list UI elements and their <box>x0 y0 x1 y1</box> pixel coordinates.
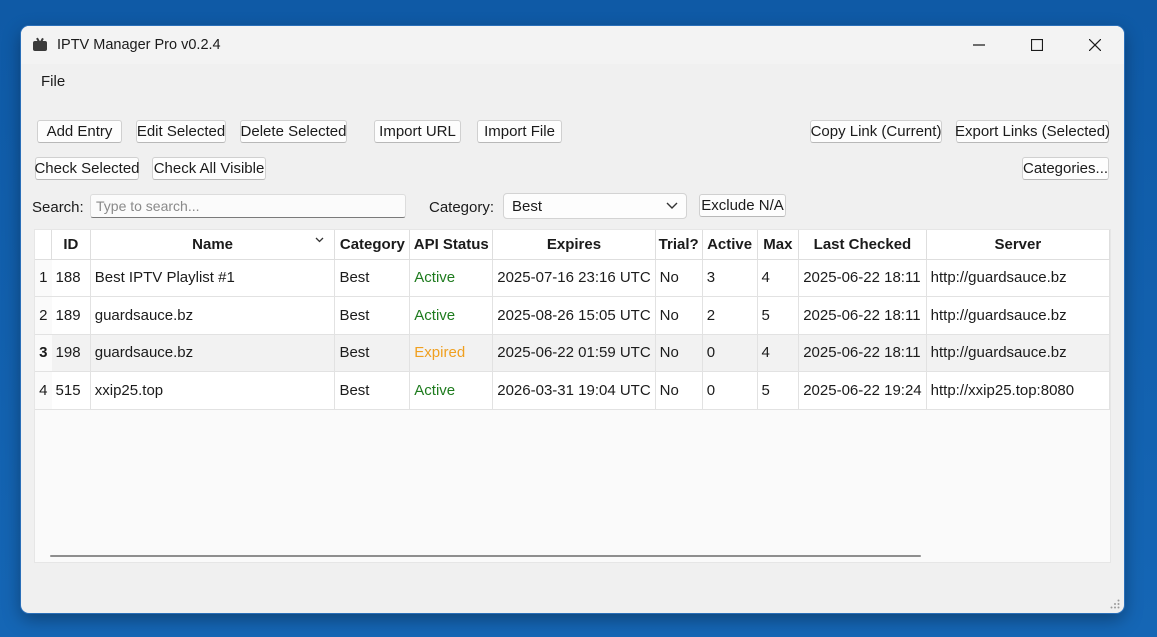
cell-api-status[interactable]: Active <box>409 296 494 335</box>
cell-active[interactable]: 0 <box>702 371 758 410</box>
cell-expires[interactable]: 2026-03-31 19:04 UTC <box>492 371 656 410</box>
cell-active[interactable]: 2 <box>702 296 758 335</box>
column-header-trial[interactable]: Trial? <box>655 230 703 260</box>
maximize-button[interactable] <box>1008 26 1066 64</box>
minimize-button[interactable] <box>950 26 1008 64</box>
cell-category[interactable]: Best <box>334 296 411 335</box>
cell-last-checked[interactable]: 2025-06-22 18:11 <box>798 334 927 372</box>
corner-cell[interactable] <box>35 230 53 260</box>
cell-api-status[interactable]: Active <box>409 259 494 297</box>
cell-category[interactable]: Best <box>334 371 411 410</box>
category-select[interactable]: Best <box>503 193 687 219</box>
cell-category[interactable]: Best <box>334 259 411 297</box>
cell-api-status[interactable]: Active <box>409 371 494 410</box>
row-number[interactable]: 4 <box>35 371 52 410</box>
category-label: Category: <box>429 199 495 216</box>
exclude-na-button[interactable]: Exclude N/A <box>699 194 786 217</box>
cell-active[interactable]: 0 <box>702 334 758 372</box>
cell-last-checked[interactable]: 2025-06-22 18:11 <box>798 259 927 297</box>
cell-last-checked[interactable]: 2025-06-22 19:24 <box>798 371 927 410</box>
cell-server[interactable]: http://guardsauce.bz <box>926 334 1111 372</box>
cell-server[interactable]: http://guardsauce.bz <box>926 296 1111 335</box>
cell-api-status[interactable]: Expired <box>409 334 494 372</box>
cell-max[interactable]: 4 <box>757 334 800 372</box>
edit-selected-button[interactable]: Edit Selected <box>136 120 226 143</box>
cell-max[interactable]: 4 <box>757 259 800 297</box>
cell-trial[interactable]: No <box>655 371 703 410</box>
column-header-server[interactable]: Server <box>926 230 1111 260</box>
cell-expires[interactable]: 2025-07-16 23:16 UTC <box>492 259 656 297</box>
cell-expires[interactable]: 2025-06-22 01:59 UTC <box>492 334 656 372</box>
resize-grip-icon[interactable] <box>1110 599 1120 609</box>
cell-trial[interactable]: No <box>655 296 703 335</box>
table-row[interactable]: 4 515 xxip25.top Best Active 2026-03-31 … <box>35 371 1111 410</box>
close-icon <box>1089 39 1101 51</box>
cell-active[interactable]: 3 <box>702 259 758 297</box>
check-selected-button[interactable]: Check Selected <box>34 157 140 180</box>
tv-icon <box>32 37 48 52</box>
column-header-id[interactable]: ID <box>51 230 91 260</box>
cell-id[interactable]: 515 <box>51 371 91 410</box>
category-select-value: Best <box>512 197 543 215</box>
search-input[interactable] <box>90 194 406 218</box>
table-row-selected[interactable]: 3 198 guardsauce.bz Best Expired 2025-06… <box>35 334 1111 372</box>
column-header-category[interactable]: Category <box>334 230 411 260</box>
cell-id[interactable]: 198 <box>51 334 91 372</box>
title-bar[interactable]: IPTV Manager Pro v0.2.4 <box>21 26 1124 64</box>
menu-file[interactable]: File <box>41 73 66 90</box>
window-title: IPTV Manager Pro v0.2.4 <box>57 37 221 53</box>
horizontal-scrollbar[interactable] <box>50 555 921 557</box>
cell-trial[interactable]: No <box>655 259 703 297</box>
main-window: IPTV Manager Pro v0.2.4 File Add Entry E… <box>21 26 1124 613</box>
row-number[interactable]: 2 <box>35 296 52 335</box>
categories-button[interactable]: Categories... <box>1022 157 1109 180</box>
column-header-last-checked[interactable]: Last Checked <box>798 230 927 260</box>
cell-name[interactable]: guardsauce.bz <box>90 296 336 335</box>
chevron-down-icon <box>666 202 678 209</box>
cell-max[interactable]: 5 <box>757 371 800 410</box>
column-header-name[interactable]: Name <box>90 230 336 260</box>
table-row[interactable]: 1 188 Best IPTV Playlist #1 Best Active … <box>35 259 1111 297</box>
add-entry-button[interactable]: Add Entry <box>37 120 122 143</box>
row-number[interactable]: 1 <box>35 259 52 297</box>
minimize-icon <box>973 44 985 46</box>
cell-expires[interactable]: 2025-08-26 15:05 UTC <box>492 296 656 335</box>
import-file-button[interactable]: Import File <box>477 120 562 143</box>
cell-name[interactable]: xxip25.top <box>90 371 336 410</box>
cell-last-checked[interactable]: 2025-06-22 18:11 <box>798 296 927 335</box>
row-number[interactable]: 3 <box>35 334 52 372</box>
column-header-expires[interactable]: Expires <box>492 230 656 260</box>
column-header-name-label: Name <box>192 235 234 253</box>
table-header-row: ID Name Category API Status Expires Tria… <box>35 230 1111 260</box>
close-button[interactable] <box>1066 26 1124 64</box>
cell-name[interactable]: guardsauce.bz <box>90 334 336 372</box>
check-all-visible-button[interactable]: Check All Visible <box>152 157 266 180</box>
delete-selected-button[interactable]: Delete Selected <box>240 120 347 143</box>
cell-max[interactable]: 5 <box>757 296 800 335</box>
export-links-button[interactable]: Export Links (Selected) <box>955 120 1110 143</box>
search-label: Search: <box>32 199 84 216</box>
sort-indicator-icon <box>315 237 324 243</box>
cell-server[interactable]: http://guardsauce.bz <box>926 259 1111 297</box>
entries-table[interactable]: ID Name Category API Status Expires Tria… <box>34 229 1111 563</box>
menu-bar: File <box>21 64 1124 98</box>
cell-trial[interactable]: No <box>655 334 703 372</box>
import-url-button[interactable]: Import URL <box>374 120 461 143</box>
column-header-max[interactable]: Max <box>757 230 800 260</box>
cell-category[interactable]: Best <box>334 334 411 372</box>
table-row[interactable]: 2 189 guardsauce.bz Best Active 2025-08-… <box>35 296 1111 335</box>
cell-name[interactable]: Best IPTV Playlist #1 <box>90 259 336 297</box>
cell-id[interactable]: 188 <box>51 259 91 297</box>
column-header-api-status[interactable]: API Status <box>409 230 494 260</box>
maximize-icon <box>1031 39 1043 51</box>
cell-id[interactable]: 189 <box>51 296 91 335</box>
cell-server[interactable]: http://xxip25.top:8080 <box>926 371 1111 410</box>
copy-link-button[interactable]: Copy Link (Current) <box>810 120 942 143</box>
column-header-active[interactable]: Active <box>702 230 758 260</box>
